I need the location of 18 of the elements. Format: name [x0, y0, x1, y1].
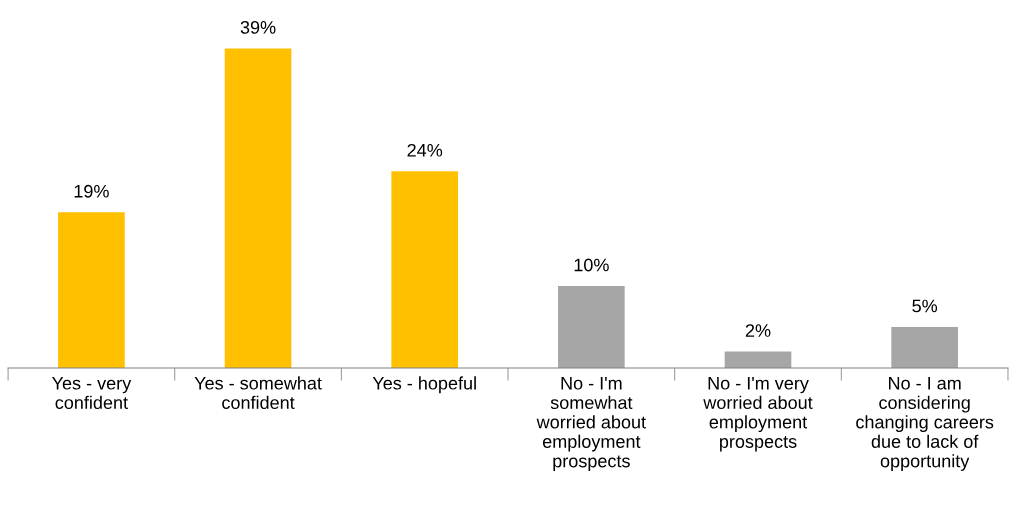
- data-label: 10%: [574, 258, 609, 272]
- x-tick-label: Yes - somewhat confident: [194, 376, 322, 410]
- data-label: 2%: [745, 324, 771, 337]
- x-tick-label: No - I am considering changing careers due to lack of opportunity: [856, 377, 994, 471]
- bar: [58, 212, 125, 368]
- bar: [391, 171, 459, 368]
- bar: [891, 327, 958, 368]
- data-label: 24%: [407, 143, 443, 157]
- x-tick-label: Yes - very confident: [51, 377, 132, 410]
- x-tick-label: No - I'm somewhat worried about employment prospects: [536, 377, 646, 471]
- data-label: 19%: [74, 184, 109, 198]
- x-tick-label: Yes - hopeful: [372, 376, 476, 394]
- bar: [724, 351, 792, 368]
- data-label: 5%: [912, 299, 938, 313]
- data-label: 39%: [240, 21, 276, 34]
- bar: [558, 286, 625, 368]
- x-tick-label: No - I'm very worried about employment prospects: [703, 377, 813, 452]
- bar: [224, 48, 292, 368]
